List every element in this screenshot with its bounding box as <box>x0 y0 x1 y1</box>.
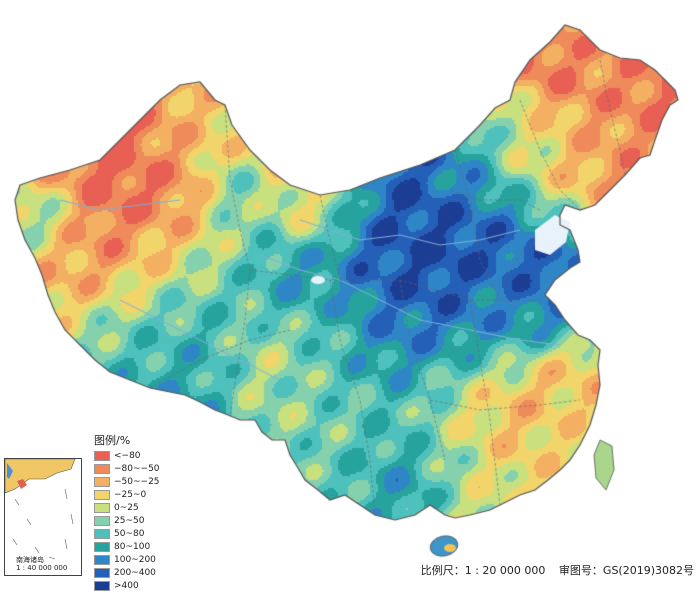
legend-swatch <box>94 542 110 552</box>
legend-swatch <box>94 451 110 461</box>
legend-label: 200~400 <box>114 568 156 578</box>
legend-label: 80~100 <box>114 542 151 552</box>
legend-swatch <box>94 529 110 539</box>
legend-item: −80~−50 <box>94 463 186 475</box>
legend-swatch <box>94 581 110 591</box>
map-scale: 比例尺：1 : 20 000 000 <box>420 564 546 577</box>
legend-item: −50~−25 <box>94 476 186 488</box>
legend-item: 25~50 <box>94 515 186 527</box>
legend-item: 50~80 <box>94 528 186 540</box>
inset-coast <box>4 458 76 494</box>
legend-rows: <−80 −80~−50 −50~−25 −25~0 0~25 25~50 50~80 80~… <box>94 450 186 592</box>
legend-title: 图例/% <box>94 434 131 447</box>
legend-label: −25~0 <box>114 490 147 500</box>
legend-swatch <box>94 464 110 474</box>
legend-label: −80~−50 <box>114 464 160 474</box>
legend-label: 25~50 <box>114 516 145 526</box>
legend-label: −50~−25 <box>114 477 160 487</box>
legend-item: 100~200 <box>94 554 186 566</box>
legend-item: 80~100 <box>94 541 186 553</box>
legend-item: −25~0 <box>94 489 186 501</box>
inset-map <box>4 458 76 560</box>
inset-wet-area <box>7 463 13 479</box>
legend-item: <−80 <box>94 450 186 462</box>
inset-title: 南海诸岛 <box>16 556 44 564</box>
map-review-number: 审图号：GS(2019)3082号 <box>558 564 694 577</box>
legend-label: 0~25 <box>114 503 139 513</box>
map-legend: 图例/% <−80 −80~−50 −50~−25 −25~0 0~25 25~50 50~… <box>94 434 186 593</box>
legend-label: 100~200 <box>114 555 156 565</box>
legend-swatch <box>94 477 110 487</box>
legend-label: >400 <box>114 581 139 591</box>
legend-swatch <box>94 555 110 565</box>
map-footer: 比例尺：1 : 20 000 000 审图号：GS(2019)3082号 <box>411 562 694 578</box>
legend-item: 0~25 <box>94 502 186 514</box>
inset-scale: 1 : 40 000 000 <box>16 564 68 572</box>
legend-label: 50~80 <box>114 529 145 539</box>
legend-item: 200~400 <box>94 567 186 579</box>
inset-island <box>17 479 27 489</box>
legend-swatch <box>94 490 110 500</box>
legend-swatch <box>94 568 110 578</box>
legend-swatch <box>94 503 110 513</box>
legend-swatch <box>94 516 110 526</box>
inset-label: 南海诸岛 1 : 40 000 000 <box>16 556 76 572</box>
south-china-sea-inset <box>4 458 82 576</box>
legend-label: <−80 <box>114 451 141 461</box>
